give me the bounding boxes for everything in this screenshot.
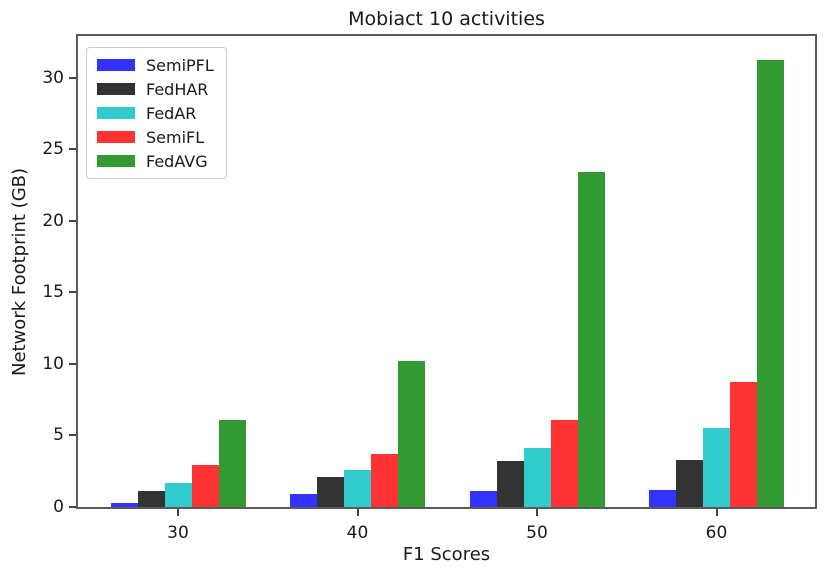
- bar-semipfl-50: [469, 491, 497, 507]
- legend-label-fedhar: FedHAR: [146, 79, 209, 99]
- legend-swatch-semipfl: [97, 59, 135, 71]
- legend-item-fedavg: FedAVG: [97, 151, 214, 171]
- y-tick-mark-20: [69, 219, 76, 222]
- x-tick-label-60: 60: [705, 523, 728, 543]
- bar-semifl-60: [730, 382, 757, 507]
- chart-title: Mobiact 10 activities: [348, 8, 545, 30]
- legend-item-fedhar: FedHAR: [97, 79, 214, 99]
- y-tick-label-25: 25: [42, 139, 64, 160]
- bar-fedhar-40: [317, 477, 344, 507]
- y-tick-label-0: 0: [53, 497, 64, 517]
- bar-semifl-50: [550, 420, 578, 507]
- bar-fedhar-30: [137, 491, 165, 507]
- legend-swatch-fedavg: [97, 155, 135, 167]
- y-tick-label-20: 20: [42, 210, 64, 231]
- bar-fedar-60: [703, 428, 730, 507]
- bar-fedhar-60: [676, 460, 703, 507]
- bar-fedar-40: [344, 470, 371, 507]
- y-tick-mark-0: [69, 506, 76, 508]
- x-axis-label: F1 Scores: [402, 544, 491, 565]
- y-tick-label-30: 30: [42, 67, 64, 88]
- x-tick-label-40: 40: [346, 523, 369, 543]
- y-tick-label-15: 15: [42, 282, 64, 303]
- legend-item-fedar: FedAR: [97, 103, 214, 123]
- y-tick-mark-5: [69, 434, 76, 437]
- x-tick-label-50: 50: [526, 523, 548, 543]
- bar-fedavg-50: [577, 172, 605, 507]
- legend: SemiPFL FedHAR FedAR SemiFL FedAVG: [86, 47, 227, 179]
- legend-swatch-semifl: [97, 131, 135, 143]
- bar-semipfl-40: [290, 494, 317, 507]
- plot-area: SemiPFL FedHAR FedAR SemiFL FedAVG 0 5 10 15 20 2…: [42, 34, 817, 543]
- bar-fedar-30: [164, 483, 192, 507]
- bar-fedhar-50: [496, 461, 524, 507]
- y-tick-label-5: 5: [53, 425, 64, 446]
- y-tick-mark-15: [69, 291, 76, 294]
- x-tick-mark-60: [715, 509, 718, 516]
- bar-semifl-40: [371, 454, 398, 507]
- bar-fedavg-40: [398, 361, 425, 507]
- x-tick-label-30: 30: [167, 523, 189, 543]
- legend-swatch-fedar: [97, 107, 135, 119]
- bar-semifl-30: [191, 465, 219, 507]
- legend-label-fedar: FedAR: [146, 103, 197, 123]
- y-tick-mark-25: [69, 148, 76, 151]
- legend-label-semifl: SemiFL: [146, 127, 205, 147]
- y-tick-mark-30: [69, 76, 76, 79]
- y-tick-mark-10: [69, 362, 76, 365]
- x-tick-mark-30: [177, 509, 179, 516]
- legend-label-semipfl: SemiPFL: [146, 55, 214, 75]
- bar-fedavg-60: [757, 60, 784, 507]
- bar-fedar-50: [523, 448, 551, 507]
- legend-swatch-fedhar: [97, 83, 135, 95]
- legend-label-fedavg: FedAVG: [146, 151, 208, 171]
- bar-semipfl-30: [110, 503, 138, 507]
- x-tick-mark-40: [356, 509, 359, 516]
- legend-item-semipfl: SemiPFL: [97, 55, 214, 75]
- y-axis-label: Network Footprint (GB): [9, 167, 30, 377]
- bar-fedavg-30: [218, 420, 246, 507]
- y-tick-label-10: 10: [42, 353, 64, 374]
- x-tick-mark-50: [536, 509, 538, 516]
- legend-item-semifl: SemiFL: [97, 127, 214, 147]
- bar-semipfl-60: [649, 490, 676, 507]
